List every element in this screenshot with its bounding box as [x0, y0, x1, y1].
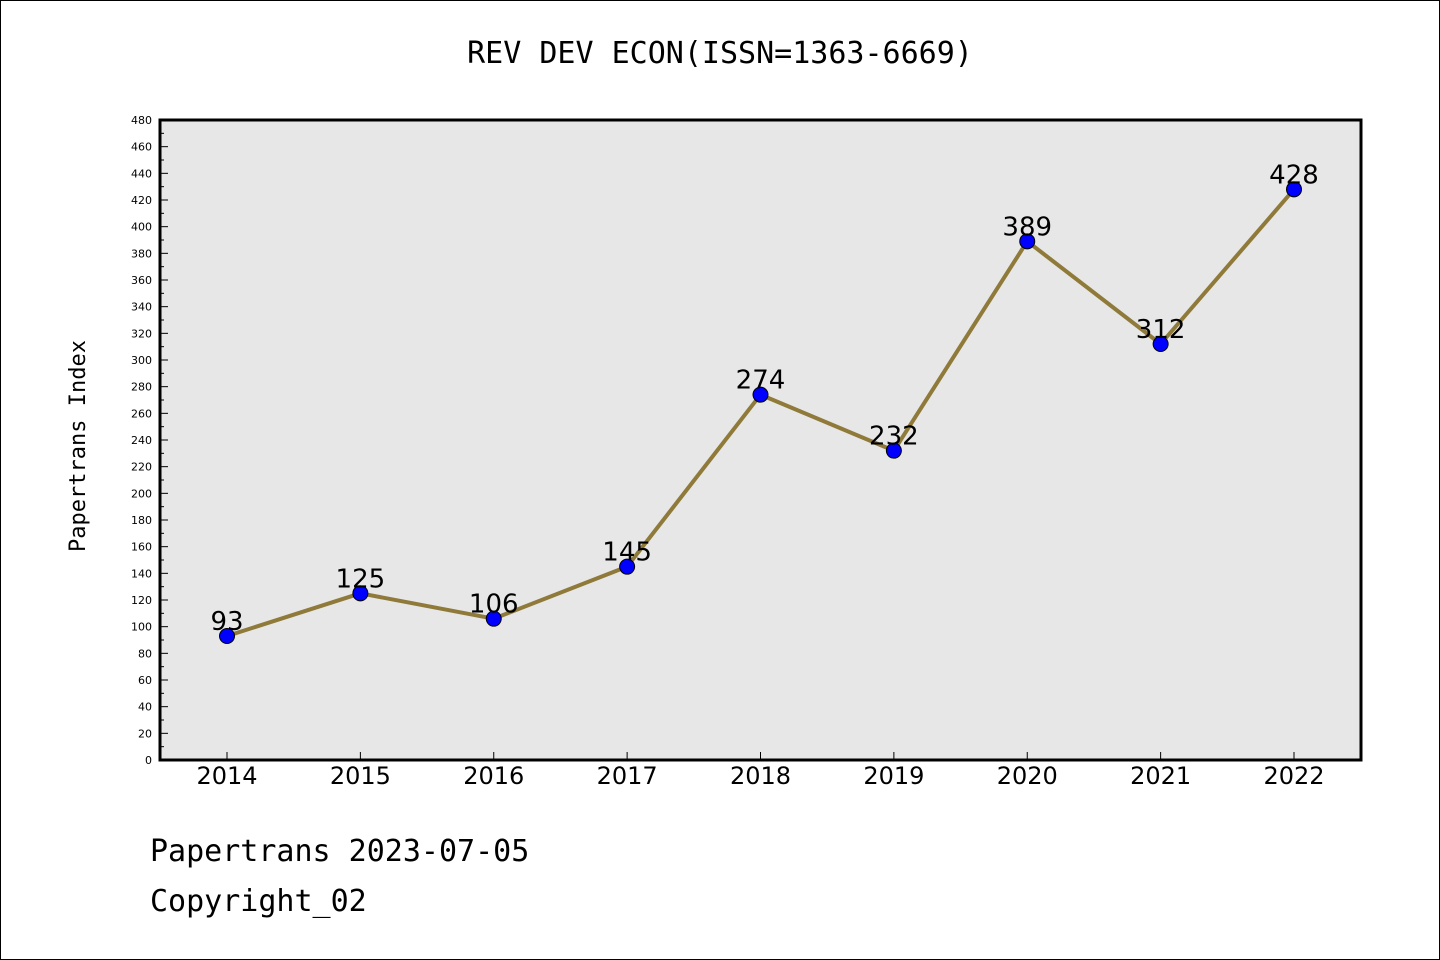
- x-tick-label: 2014: [196, 762, 257, 790]
- y-tick-label: 60: [138, 674, 152, 687]
- footer-copyright: Copyright_02: [150, 884, 367, 919]
- y-tick-label: 360: [131, 274, 152, 287]
- y-axis-title: Papertrans Index: [66, 340, 91, 552]
- data-label: 312: [1136, 315, 1186, 345]
- footer-date: Papertrans 2023-07-05: [150, 834, 530, 869]
- y-tick-label: 40: [138, 701, 152, 714]
- chart-title: REV DEV ECON(ISSN=1363-6669): [467, 36, 973, 71]
- data-label: 428: [1269, 160, 1319, 190]
- y-tick-label: 280: [131, 381, 152, 394]
- y-tick-label: 440: [131, 167, 152, 180]
- x-tick-label: 2016: [463, 762, 524, 790]
- data-label: 106: [469, 590, 519, 620]
- data-point: [1152, 336, 1169, 352]
- y-tick-label: 0: [145, 754, 152, 767]
- x-tick-label: 2017: [597, 762, 658, 790]
- data-point: [485, 610, 502, 627]
- plot-area: [158, 118, 1363, 762]
- y-tick-label: 200: [131, 487, 152, 500]
- y-tick-label: 340: [131, 301, 152, 314]
- data-label: 93: [210, 607, 243, 637]
- y-tick-label: 20: [138, 727, 152, 740]
- y-tick-label: 480: [131, 114, 152, 127]
- y-tick-label: 220: [131, 461, 152, 474]
- data-label: 274: [736, 366, 786, 396]
- data-label: 232: [869, 422, 919, 452]
- y-axis: 0 20 40 60 80 100 120 140 160 180 200 220 240 260 280 3…: [131, 114, 168, 767]
- data-point: [1019, 233, 1036, 250]
- y-tick-label: 240: [131, 434, 152, 447]
- data-point: [885, 442, 902, 459]
- data-label: 125: [336, 564, 386, 594]
- y-tick-label: 420: [131, 194, 152, 207]
- data-label: 389: [1002, 212, 1052, 242]
- x-tick-label: 2015: [330, 762, 391, 790]
- x-tick-label: 2021: [1130, 762, 1191, 790]
- x-tick-label: 2022: [1263, 762, 1324, 790]
- y-tick-label: 120: [131, 594, 152, 607]
- data-point: [752, 386, 769, 403]
- data-point: [219, 628, 235, 644]
- y-tick-label: 320: [131, 327, 152, 340]
- data-label: 145: [602, 538, 652, 568]
- x-tick-label: 2019: [863, 762, 924, 790]
- x-axis: 2014 2015 2016 2017 2018 2019 2020 2021 2022: [196, 752, 1325, 790]
- x-tick-label: 2018: [730, 762, 791, 790]
- y-tick-label: 180: [131, 514, 152, 527]
- data-point: [1286, 181, 1302, 198]
- x-tick-label: 2020: [997, 762, 1058, 790]
- y-tick-label: 140: [131, 567, 152, 580]
- data-point: [619, 558, 636, 575]
- y-tick-label: 260: [131, 407, 152, 420]
- data-point: [352, 585, 369, 602]
- y-tick-label: 80: [138, 647, 152, 660]
- series-group: 93 125 106 145 274 232 389 312 428: [210, 160, 1319, 644]
- y-tick-label: 380: [131, 247, 152, 260]
- y-tick-label: 300: [131, 354, 152, 367]
- y-tick-label: 400: [131, 221, 152, 234]
- y-tick-label: 160: [131, 541, 152, 554]
- y-tick-label: 460: [131, 141, 152, 154]
- y-tick-label: 100: [131, 621, 152, 634]
